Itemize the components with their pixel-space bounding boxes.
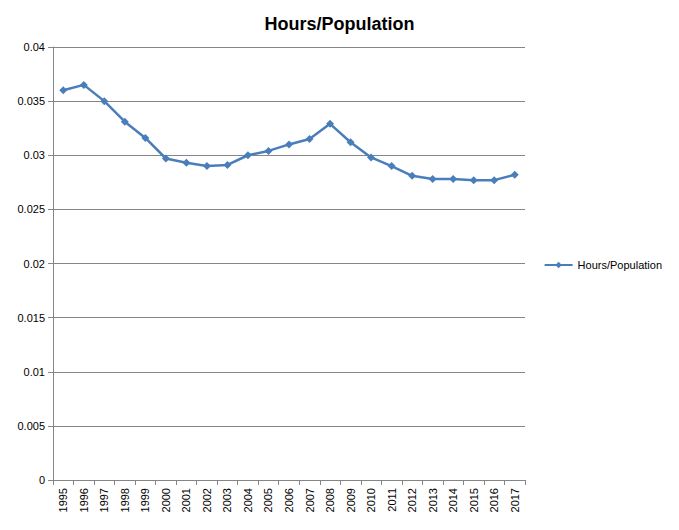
svg-text:2002: 2002 xyxy=(201,488,213,512)
svg-text:2007: 2007 xyxy=(304,488,316,512)
svg-text:1999: 1999 xyxy=(139,488,151,512)
svg-text:0: 0 xyxy=(39,474,45,486)
svg-text:1998: 1998 xyxy=(119,488,131,512)
svg-text:2011: 2011 xyxy=(386,488,398,512)
svg-text:2000: 2000 xyxy=(160,488,172,512)
svg-text:2015: 2015 xyxy=(468,488,480,512)
svg-text:2012: 2012 xyxy=(406,488,418,512)
svg-text:2013: 2013 xyxy=(427,488,439,512)
svg-text:0.005: 0.005 xyxy=(17,420,45,432)
svg-text:1995: 1995 xyxy=(57,488,69,512)
svg-text:2006: 2006 xyxy=(283,488,295,512)
svg-text:2014: 2014 xyxy=(447,488,459,512)
svg-text:2001: 2001 xyxy=(180,488,192,512)
svg-text:0.015: 0.015 xyxy=(17,312,45,324)
svg-text:2009: 2009 xyxy=(345,488,357,512)
svg-text:0.035: 0.035 xyxy=(17,95,45,107)
svg-text:1997: 1997 xyxy=(98,488,110,512)
svg-text:2008: 2008 xyxy=(324,488,336,512)
svg-text:2004: 2004 xyxy=(242,488,254,512)
svg-text:0.03: 0.03 xyxy=(24,149,45,161)
svg-text:0.04: 0.04 xyxy=(24,41,45,53)
svg-text:2016: 2016 xyxy=(488,488,500,512)
svg-text:0.01: 0.01 xyxy=(24,366,45,378)
svg-text:2005: 2005 xyxy=(262,488,274,512)
svg-text:2003: 2003 xyxy=(221,488,233,512)
svg-text:0.025: 0.025 xyxy=(17,203,45,215)
svg-text:Hours/Population: Hours/Population xyxy=(265,14,415,34)
svg-text:Hours/Population: Hours/Population xyxy=(578,259,662,271)
svg-text:0.02: 0.02 xyxy=(24,258,45,270)
svg-text:2010: 2010 xyxy=(365,488,377,512)
svg-text:2017: 2017 xyxy=(509,488,521,512)
svg-text:1996: 1996 xyxy=(78,488,90,512)
